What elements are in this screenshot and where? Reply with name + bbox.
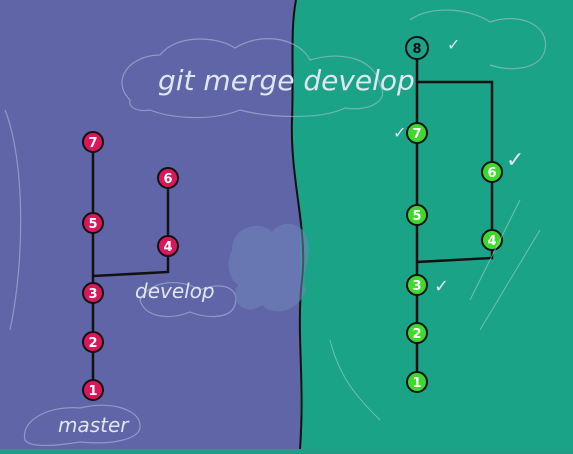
left-commit-7-label: 7 [88,136,97,151]
left-commit-3: 3 [82,282,104,304]
right-commit-2-label: 2 [412,327,421,342]
right-commit-1: 1 [406,371,428,393]
right-commit-3-label: 3 [412,279,421,294]
right-merge-edges [415,80,494,172]
left-commit-4: 4 [157,235,179,257]
merge-commit-check: ✓ [447,35,460,54]
right-commit-4-label: 4 [487,234,496,249]
chalk-scribbles [329,199,541,421]
left-edge-3-4-6 [92,178,170,278]
left-commit-7: 7 [82,131,104,153]
right-commit-5: 5 [406,204,428,226]
right-commit-7-label: 7 [412,127,421,142]
left-commit-5: 5 [82,212,104,234]
develop-branch-label: develop [135,279,215,303]
right-commit-3: 3 [406,274,428,296]
left-commit-2-label: 2 [88,336,97,351]
left-commit-1-label: 1 [88,384,97,399]
right-commit-4: 4 [481,229,503,251]
left-commit-4-label: 4 [163,240,172,255]
master-branch-label: master [58,413,130,437]
left-commit-1: 1 [82,379,104,401]
right-commit-1-label: 1 [412,376,421,391]
puzzle-connector [228,223,309,312]
left-commit-2: 2 [82,331,104,353]
left-commit-5-label: 5 [88,217,97,232]
commit-6-check: ✓ [506,148,524,173]
left-panel-background [0,0,300,449]
left-commit-3-label: 3 [88,287,97,302]
left-commit-6: 6 [157,167,179,189]
panel-divider [290,0,305,450]
commit-7-check: ✓ [393,123,406,142]
right-commit-6-label: 6 [487,166,496,181]
merge-command-caption: git merge develop [158,64,415,97]
chalk-clouds [4,9,547,447]
right-commit-8: 8 [405,36,429,60]
right-commit-2: 2 [406,322,428,344]
left-commit-6-label: 6 [163,172,172,187]
right-commit-6: 6 [481,161,503,183]
right-commit-5-label: 5 [412,209,421,224]
commit-3-check: ✓ [434,276,449,297]
right-panel-background [291,0,573,449]
right-edge-3-4-6 [416,172,494,264]
right-commit-8-label: 8 [412,42,421,57]
right-commit-7: 7 [406,122,428,144]
